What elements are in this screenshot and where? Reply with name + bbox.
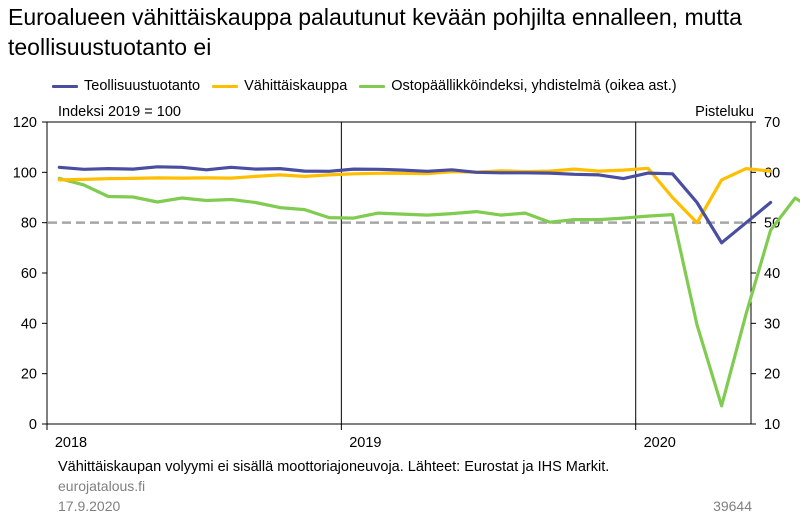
right-axis-label: Pisteluku (695, 104, 754, 120)
source-site: eurojatalous.fi (58, 478, 146, 494)
y-tick-label-right: 50 (764, 216, 780, 232)
legend-item-teollisuustuotanto: Teollisuustuotanto (52, 78, 200, 94)
y-tick-label-right: 40 (764, 266, 780, 282)
chart-title: Euroalueen vähittäiskauppa palautunut ke… (8, 4, 742, 60)
legend-label-vahittaiskauppa: Vähittäiskauppa (244, 78, 348, 94)
publication-date: 17.9.2020 (58, 498, 121, 514)
legend-swatch-teollisuustuotanto (52, 84, 78, 88)
y-tick-label-right: 30 (764, 316, 780, 332)
legend-swatch-ostopaallikkoindeksi (359, 84, 386, 88)
y-tick-label-left: 60 (21, 266, 37, 282)
y-tick-label-right: 10 (764, 417, 780, 433)
legend-item-ostopaallikkoindeksi: Ostopäällikköindeksi, yhdistelmä (oikea … (359, 78, 677, 94)
y-tick-label-right: 70 (764, 115, 780, 131)
chart-footnote: Vähittäiskaupan volyymi ei sisällä moott… (58, 459, 610, 475)
y-tick-label-right: 60 (764, 165, 780, 181)
y-tick-label-left: 100 (13, 165, 37, 181)
y-tick-label-left: 20 (21, 367, 37, 383)
y-tick-label-right: 20 (764, 367, 780, 383)
x-tick-label: 2020 (644, 435, 676, 451)
legend-swatch-vahittaiskauppa (212, 84, 239, 88)
chart-code: 39644 (713, 498, 752, 514)
x-tick-label: 2019 (349, 435, 381, 451)
left-axis-label: Indeksi 2019 = 100 (58, 104, 181, 120)
legend-label-ostopaallikkoindeksi: Ostopäällikköindeksi, yhdistelmä (oikea … (391, 78, 677, 94)
y-tick-label-left: 40 (21, 316, 37, 332)
legend-label-teollisuustuotanto: Teollisuustuotanto (84, 78, 201, 94)
series-line-2 (57, 176, 800, 408)
chart-legend: Teollisuustuotanto Vähittäiskauppa Ostop… (52, 76, 689, 96)
legend-item-vahittaiskauppa: Vähittäiskauppa (212, 78, 347, 94)
series-line-0 (57, 165, 773, 245)
y-tick-label-left: 0 (29, 417, 37, 433)
x-tick-label: 2018 (55, 435, 87, 451)
y-tick-label-left: 120 (13, 115, 37, 131)
y-tick-label-left: 80 (21, 216, 37, 232)
